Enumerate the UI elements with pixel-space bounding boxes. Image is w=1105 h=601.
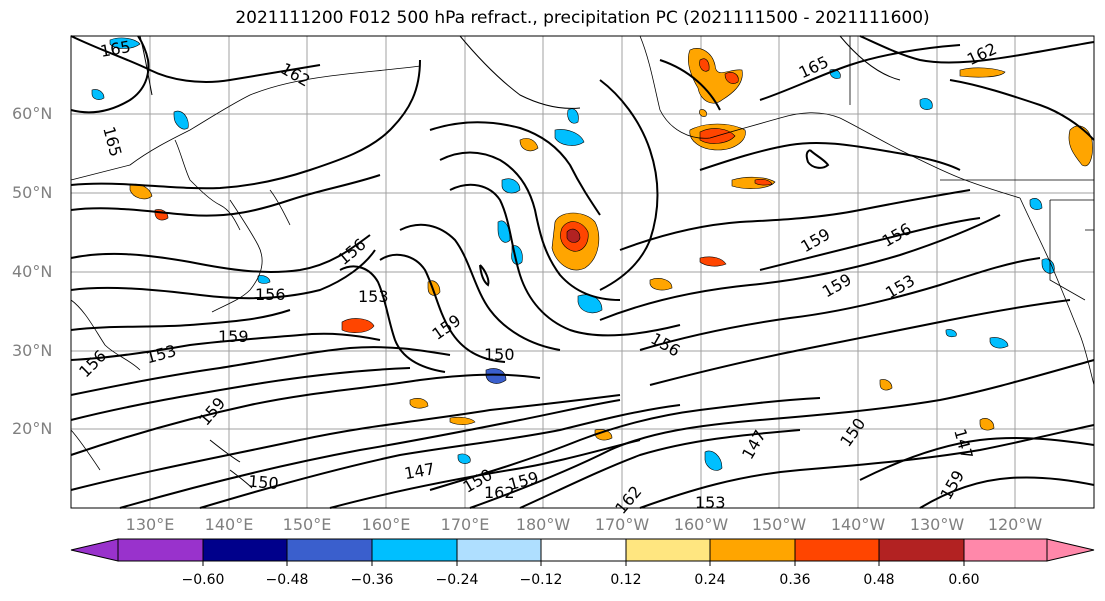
lon-label: 160°W <box>673 515 729 534</box>
colorbar-tick-label: 0.36 <box>779 572 811 588</box>
colorbar-bin <box>117 538 204 562</box>
refractivity-contours <box>70 35 1095 509</box>
colorbar-ticks <box>202 561 965 566</box>
colorbar-bin <box>286 538 373 562</box>
colorbar-bin <box>456 538 542 562</box>
lon-label: 140°W <box>830 515 886 534</box>
lat-label: 30°N <box>12 341 53 360</box>
colorbar-tick-label: 0.12 <box>610 572 642 588</box>
coast-japan <box>211 189 291 313</box>
coast-alaska <box>639 35 1021 199</box>
colorbar <box>70 538 1095 566</box>
coast-asia-east <box>70 65 421 231</box>
lat-label: 40°N <box>12 262 53 281</box>
lon-label: 130°E <box>125 515 175 534</box>
colorbar-tick-label: −0.12 <box>519 572 563 588</box>
colorbar-tick-label: 0.60 <box>948 572 980 588</box>
contour-label: 150 <box>484 345 515 364</box>
lat-label: 20°N <box>12 419 53 438</box>
coast-canada-border <box>940 179 1094 201</box>
precip-patch-bc <box>1068 125 1093 167</box>
colorbar-bin <box>625 538 711 562</box>
contour-label: 150 <box>247 472 279 494</box>
colorbar-bin <box>794 538 880 562</box>
colorbar-bin <box>709 538 796 562</box>
lat-label: 60°N <box>12 104 53 123</box>
contour-label: 153 <box>695 493 726 512</box>
colorbar-tick-label: −0.48 <box>265 572 309 588</box>
contour-label: 162 <box>484 483 515 502</box>
colorbar-bin <box>878 538 965 562</box>
lon-label: 160°E <box>361 515 411 534</box>
lon-label: 170°E <box>440 515 490 534</box>
coast-china <box>70 299 141 471</box>
lon-label: 150°E <box>282 515 332 534</box>
map-title: 2021111200 F012 500 hPa refract., precip… <box>235 8 930 28</box>
lon-label: 180°W <box>515 515 571 534</box>
precip-shading <box>91 37 1093 471</box>
precip-patch-west <box>341 318 375 333</box>
colorbar-tick-label: −0.60 <box>181 572 225 588</box>
contour-label: 159 <box>218 327 249 346</box>
map-frame <box>70 35 1095 509</box>
colorbar-tick-label: −0.36 <box>350 572 394 588</box>
colorbar-bin <box>540 538 627 562</box>
coast-northamerica-west <box>1019 197 1095 386</box>
precip-patch-max <box>566 228 581 243</box>
lon-label: 130°W <box>909 515 965 534</box>
thin-contours <box>139 35 901 489</box>
lon-label: 170°W <box>594 515 650 534</box>
colorbar-extend-high <box>1046 538 1095 562</box>
colorbar-tick-label: −0.24 <box>435 572 479 588</box>
colorbar-bin <box>202 538 288 562</box>
us-states <box>1049 200 1094 301</box>
colorbar-bin <box>963 538 1048 562</box>
colorbar-tick-label: 0.24 <box>694 572 726 588</box>
contour-label: 156 <box>255 285 286 304</box>
lat-label: 50°N <box>12 183 53 202</box>
colorbar-bin <box>371 538 458 562</box>
contour-label: 153 <box>358 287 389 306</box>
lon-label: 140°E <box>204 515 254 534</box>
colorbar-extend-low <box>70 538 119 562</box>
colorbar-tick-label: 0.48 <box>863 572 895 588</box>
lon-label: 150°W <box>751 515 807 534</box>
gridlines <box>71 36 1094 508</box>
lon-label: 120°W <box>987 515 1043 534</box>
